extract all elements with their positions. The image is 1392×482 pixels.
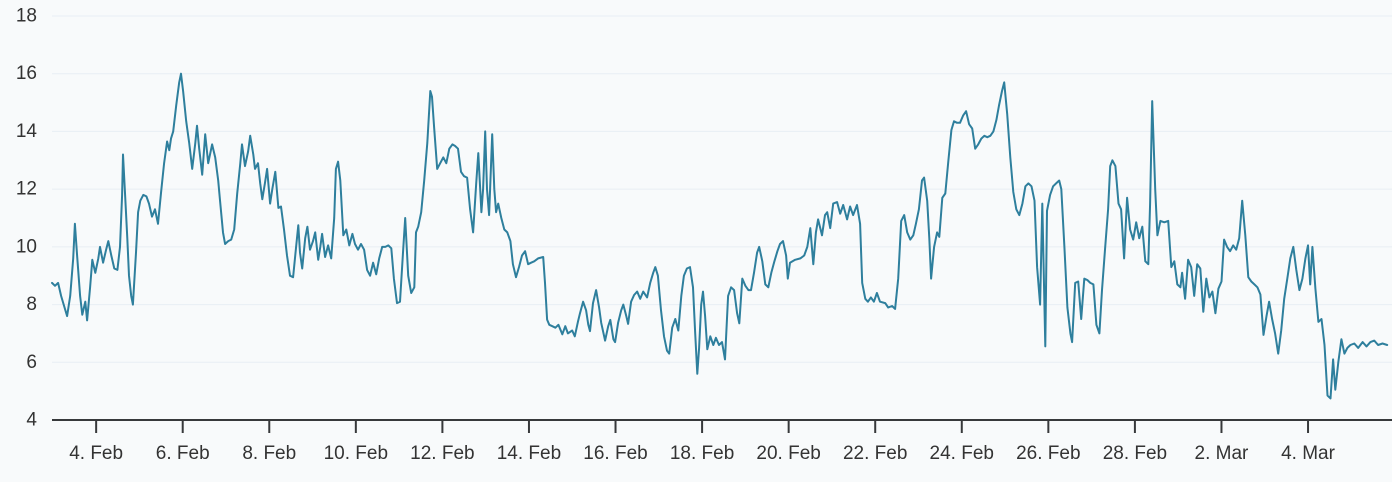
- y-axis-label: 16: [16, 63, 37, 84]
- y-axis-label: 4: [26, 410, 37, 431]
- x-axis-label: 14. Feb: [497, 443, 561, 464]
- y-axis-label: 18: [16, 6, 37, 27]
- x-axis-label: 2. Mar: [1195, 443, 1250, 464]
- x-axis-label: 10. Feb: [324, 443, 388, 464]
- x-axis-label: 4. Feb: [69, 443, 123, 464]
- y-axis-label: 8: [26, 294, 37, 315]
- x-axis-label: 18. Feb: [670, 443, 734, 464]
- x-axis-label: 6. Feb: [156, 443, 210, 464]
- x-axis-label: 4. Mar: [1281, 443, 1336, 464]
- y-axis-label: 10: [16, 236, 37, 257]
- x-axis-label: 24. Feb: [930, 443, 994, 464]
- x-axis-label: 22. Feb: [843, 443, 907, 464]
- x-axis-label: 12. Feb: [410, 443, 474, 464]
- series-line-value: [51, 72, 1389, 400]
- x-axis-label: 20. Feb: [756, 443, 820, 464]
- x-axis-label: 8. Feb: [242, 443, 296, 464]
- x-axis-label: 28. Feb: [1103, 443, 1167, 464]
- x-axis-label: 26. Feb: [1016, 443, 1080, 464]
- y-axis-label: 12: [16, 179, 37, 200]
- y-axis-label: 6: [26, 352, 37, 373]
- x-axis-label: 16. Feb: [583, 443, 647, 464]
- y-axis-label: 14: [16, 121, 38, 142]
